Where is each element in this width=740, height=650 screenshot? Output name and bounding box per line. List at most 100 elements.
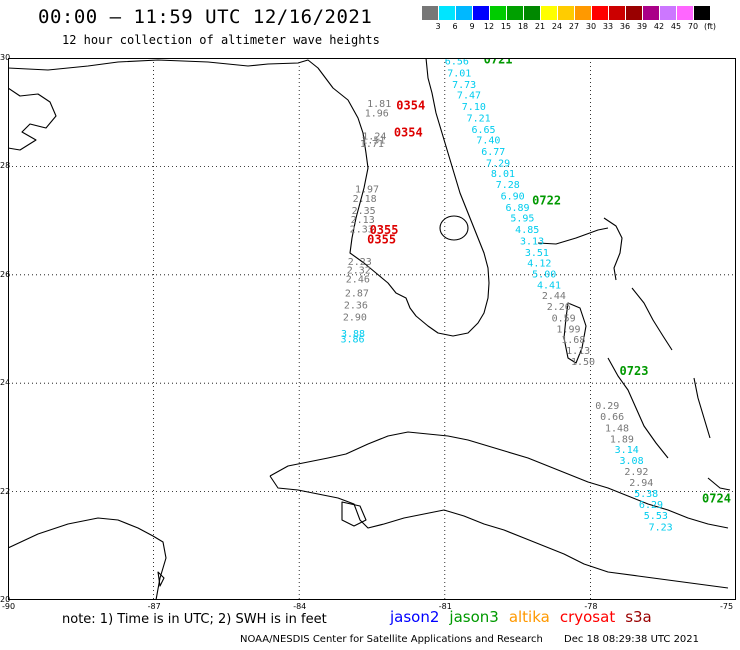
satellite-altika: altika	[508, 608, 550, 626]
abaco-island	[603, 217, 623, 281]
wave-height-label: 1.13	[566, 346, 590, 357]
wave-height-label: 2.46	[346, 274, 370, 285]
wave-height-label: 6.65	[471, 125, 495, 136]
legend-swatch	[541, 6, 558, 20]
isla-de-la-juventud	[341, 501, 367, 527]
wave-height-label: 4.12	[527, 259, 551, 270]
timestamp-text: Dec 18 08:29:38 UTC 2021	[564, 634, 700, 645]
legend-swatch	[609, 6, 626, 20]
legend-swatch	[473, 6, 490, 20]
legend-label: 9	[469, 22, 475, 31]
note-text: note: 1) Time is in UTC; 2) SWH is in fe…	[62, 612, 327, 627]
legend-label: 6	[452, 22, 458, 31]
grand-bahama	[537, 227, 609, 245]
lat-tick-label: 22	[0, 486, 11, 496]
wave-height-label: 1.51	[361, 136, 385, 147]
wave-height-label: 2.87	[345, 288, 369, 299]
satellite-jason2: jason2	[390, 608, 440, 626]
great-inagua	[707, 477, 731, 491]
wave-height-label: 2.13	[351, 215, 375, 226]
wave-height-label: 7.73	[452, 80, 476, 91]
wave-height-label: 0.59	[552, 313, 576, 324]
lat-lon-grid	[8, 58, 736, 600]
legend-swatch	[524, 6, 541, 20]
pass-time-label: 0721	[484, 58, 513, 66]
pass-time-label: 0355	[370, 223, 399, 237]
wave-height-label: 0.29	[595, 401, 619, 412]
yucatan-coast	[8, 517, 167, 600]
legend-label: 3	[435, 22, 441, 31]
legend-label: 27	[568, 22, 580, 31]
lon-tick-label: -81	[438, 602, 452, 611]
pass-time-label: 0354	[396, 98, 425, 112]
legend-label: 15	[500, 22, 512, 31]
wave-height-label: 6.56	[445, 58, 469, 68]
long-island-bahamas	[693, 377, 711, 439]
coastline	[8, 58, 731, 600]
legend-label: 12	[483, 22, 495, 31]
lon-tick-label: -75	[720, 602, 734, 611]
wave-height-label: 1.81	[367, 99, 391, 110]
legend-swatch	[575, 6, 592, 20]
wave-height-label: 6.77	[481, 147, 505, 158]
wave-height-label: 1.68	[561, 335, 585, 346]
footer: NOAA/NESDIS Center for Satellite Applica…	[240, 634, 699, 645]
legend-swatch	[660, 6, 677, 20]
lat-tick-label: 30	[0, 53, 11, 62]
wave-height-label: 7.29	[486, 158, 510, 169]
wave-height-label: 8.01	[491, 169, 515, 180]
wave-height-label: 7.47	[457, 91, 481, 102]
wave-height-label: 2.23	[348, 257, 372, 268]
lon-tick-label: -87	[147, 602, 161, 611]
legend-swatch	[677, 6, 694, 20]
color-legend	[422, 6, 711, 20]
legend-swatch	[422, 6, 439, 20]
cuba-north-coast	[269, 431, 729, 529]
wave-height-label: 1.50	[571, 357, 595, 368]
wave-height-label: 3.51	[525, 248, 549, 259]
wave-height-label: 6.90	[501, 191, 525, 202]
gulf-coast-florida	[8, 58, 490, 337]
legend-swatch	[694, 6, 711, 20]
legend-label: 36	[619, 22, 631, 31]
legend-label: 45	[670, 22, 682, 31]
wave-height-label: 2.32	[347, 266, 371, 277]
pass-time-label: 0354	[394, 126, 423, 140]
pass-time-label: 0355	[367, 232, 396, 246]
wave-height-label: 2.94	[629, 478, 653, 489]
lat-tick-label: 26	[0, 269, 11, 279]
wave-height-label: 2.90	[343, 312, 367, 323]
wave-height-label: 1.99	[556, 324, 580, 335]
legend-label: 18	[517, 22, 529, 31]
legend-label: 30	[585, 22, 597, 31]
wave-height-label: 2.35	[352, 206, 376, 217]
andros-island	[563, 302, 587, 364]
lon-tick-label: -78	[584, 602, 598, 611]
lon-tick-label: -90	[2, 602, 16, 611]
wave-height-label: 2.44	[542, 291, 566, 302]
cuba-south-coast	[269, 475, 729, 589]
wave-height-label: 7.23	[649, 523, 673, 534]
wave-height-label: 7.40	[476, 136, 500, 147]
legend-swatch	[643, 6, 660, 20]
wave-height-label: 6.29	[639, 500, 663, 511]
wave-height-label: 4.41	[537, 280, 561, 291]
wave-height-label: 7.01	[447, 68, 471, 79]
wave-height-label: 2.18	[353, 194, 377, 205]
page-subtitle: 12 hour collection of altimeter wave hei…	[62, 33, 380, 47]
satellite-legend: jason2 jason3 altika cryosat s3a	[390, 608, 662, 626]
wave-height-label: 3.13	[520, 236, 544, 247]
wave-height-label: 5.00	[532, 270, 556, 281]
legend-swatch	[456, 6, 473, 20]
eleuthera	[631, 287, 673, 351]
wave-height-label: 7.10	[462, 102, 486, 113]
legend-label: 24	[551, 22, 563, 31]
wave-height-label: 5.95	[510, 214, 534, 225]
wave-height-label: 3.86	[340, 335, 364, 346]
wave-height-label: 1.24	[362, 131, 386, 142]
lon-tick-label: -84	[293, 602, 307, 611]
page-title: 00:00 – 11:59 UTC 12/16/2021	[38, 6, 373, 28]
legend-label: 33	[602, 22, 614, 31]
satellite-cryosat: cryosat	[559, 608, 616, 626]
